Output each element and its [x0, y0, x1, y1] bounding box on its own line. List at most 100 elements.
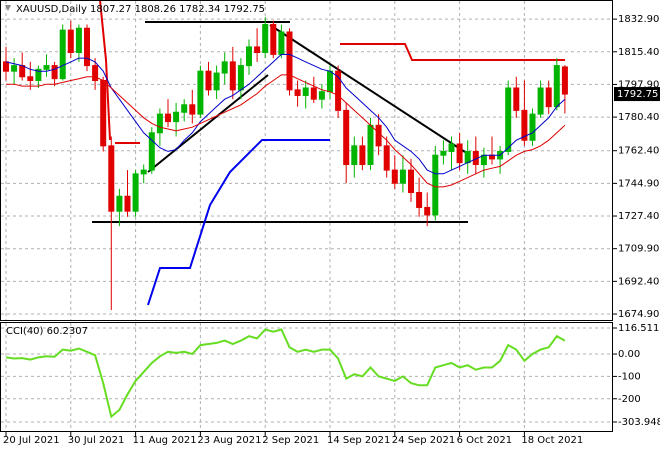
candle-body: [545, 87, 552, 108]
candle-body: [84, 27, 90, 67]
candle-body: [181, 104, 188, 113]
candle-body: [27, 76, 34, 82]
indicator-title: CCI(40) 60.2307: [6, 326, 88, 337]
x-tick-label: 14 Sep 2021: [327, 435, 390, 446]
candle-body: [197, 70, 204, 115]
candle-body: [148, 132, 155, 171]
candle-body: [456, 143, 463, 164]
y-tick-label: -100: [618, 371, 641, 382]
candle-body: [432, 154, 439, 216]
trend-line: [147, 74, 269, 173]
candle-body: [108, 145, 115, 212]
candle-body: [221, 61, 228, 74]
y-tick-label: -200: [618, 394, 641, 405]
y-tick-label: 1674.90: [618, 309, 659, 320]
candle-body: [424, 206, 431, 216]
y-tick-label: 1797.90: [618, 79, 659, 90]
candle-body: [383, 145, 390, 171]
indicator-line: [5, 328, 566, 419]
candle-body: [262, 24, 269, 54]
candle-body: [529, 113, 536, 141]
y-tick-label: 1832.90: [618, 14, 659, 25]
y-tick-label: 1709.90: [618, 244, 659, 255]
drawn-objects: [92, 0, 565, 306]
candle-body: [464, 150, 471, 164]
candle-body: [237, 65, 244, 91]
x-tick-label: 23 Aug 2021: [197, 435, 261, 446]
candle-body: [278, 31, 285, 55]
low: 1782.34: [179, 4, 220, 15]
candle-body: [270, 24, 277, 55]
candle-body: [408, 169, 414, 194]
y-tick-label: 1744.90: [618, 178, 659, 189]
price-tag: [614, 87, 660, 102]
marks-layer: [3, 17, 568, 419]
chart-title: XAUUSD,Daily 1807.27 1808.26 1782.34 179…: [16, 4, 265, 15]
candle-body: [246, 46, 252, 67]
candle-body: [3, 61, 9, 72]
candle-body: [189, 104, 196, 115]
candle-body: [116, 195, 123, 212]
candle-body: [310, 87, 317, 100]
candle-body: [286, 31, 293, 91]
indicator-name: CCI(40): [6, 326, 44, 337]
candle-body: [335, 70, 342, 111]
x-tick-label: 18 Oct 2021: [521, 435, 583, 446]
close: 1792.75: [224, 4, 265, 15]
candle-body: [302, 87, 309, 96]
x-tick-label: 24 Sep 2021: [392, 435, 455, 446]
candle-body: [132, 173, 139, 212]
candle-body: [391, 169, 398, 184]
candle-body: [343, 109, 350, 166]
candle-body: [359, 145, 366, 166]
candle-body: [19, 65, 26, 78]
x-tick-label: 30 Jul 2021: [68, 435, 125, 446]
trend-line: [269, 24, 466, 153]
candle-body: [375, 124, 382, 147]
step-line: [147, 139, 330, 306]
y-tick-label: 1727.40: [618, 211, 659, 222]
candle-body: [367, 124, 374, 166]
price-panel: [0, 0, 613, 321]
y-tick-label: 1692.40: [618, 276, 659, 287]
candle-body: [537, 87, 544, 115]
level-line: [340, 43, 565, 61]
candle-body: [75, 27, 82, 54]
x-tick-label: 2 Sep 2021: [262, 435, 319, 446]
candle-body: [416, 192, 423, 208]
candle-body: [92, 65, 99, 82]
candle-body: [399, 169, 406, 184]
candle-body: [327, 70, 333, 93]
x-tick-label: 6 Oct 2021: [457, 435, 512, 446]
candle-body: [480, 154, 487, 166]
candle-body: [35, 68, 42, 82]
y-tick-label: 1815.40: [618, 47, 659, 58]
y-tick-label: 1780.40: [618, 112, 659, 123]
candle-body: [553, 65, 560, 108]
price-tag-label: 1792.75: [617, 89, 658, 100]
grid-layer: [1, 1, 613, 431]
open: 1807.27: [90, 4, 131, 15]
candle-body: [229, 61, 236, 91]
candle-body: [254, 46, 261, 54]
candle-body: [173, 111, 180, 123]
candle-body: [11, 65, 18, 72]
indicator-line: [5, 53, 566, 175]
candle-body: [43, 65, 50, 70]
candle-body: [561, 66, 568, 95]
candle-body: [140, 169, 147, 175]
candle-body: [100, 80, 107, 147]
y-tick-label: 0.00: [618, 349, 640, 360]
candle-body: [440, 150, 447, 156]
candle-body: [318, 91, 325, 100]
candle-body: [513, 87, 520, 111]
candle-body: [205, 70, 212, 91]
candle-body: [213, 72, 220, 91]
indicator-line: [6, 74, 566, 188]
candle-body: [156, 113, 163, 134]
x-tick-label: 11 Aug 2021: [133, 435, 197, 446]
candle-body: [294, 89, 301, 96]
candle-body: [351, 145, 358, 166]
